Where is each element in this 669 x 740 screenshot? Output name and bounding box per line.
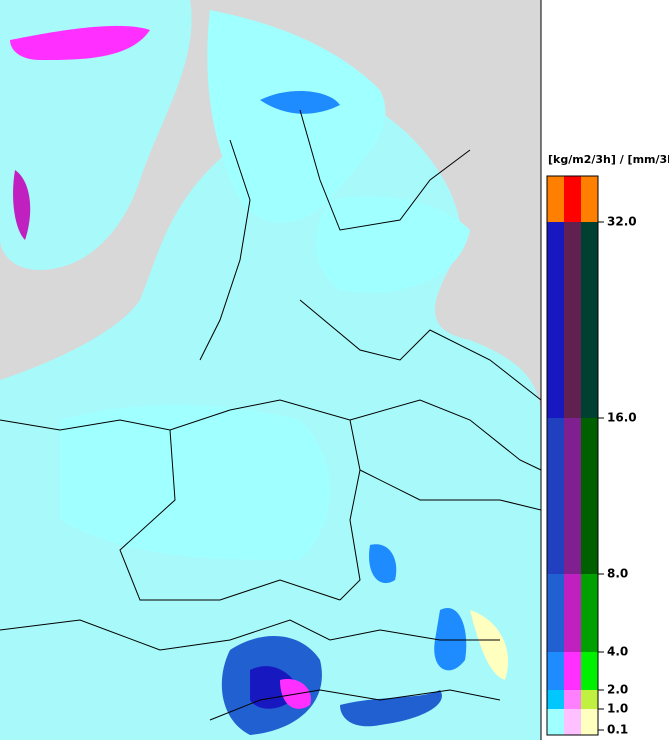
legend-swatch (547, 709, 564, 735)
legend-swatch (547, 652, 564, 690)
legend-tick-label: 0.1 (607, 723, 628, 737)
legend-swatch (547, 222, 564, 418)
legend-tick-label: 32.0 (607, 215, 637, 229)
legend-swatch (564, 176, 581, 222)
legend-swatch (564, 652, 581, 690)
legend-swatch (564, 418, 581, 574)
legend-swatch (547, 418, 564, 574)
legend-swatch (547, 574, 564, 652)
legend-tick-label: 1.0 (607, 702, 628, 716)
legend-swatch (581, 418, 598, 574)
legend-tick-label: 16.0 (607, 411, 637, 425)
legend-swatch (581, 222, 598, 418)
legend-swatch (581, 690, 598, 709)
legend-tick-label: 4.0 (607, 645, 628, 659)
legend-swatch (564, 709, 581, 735)
legend-title: [kg/m2/3h] / [mm/3h] (548, 153, 669, 166)
legend-swatch (564, 690, 581, 709)
legend-swatch (547, 690, 564, 709)
legend-swatch (581, 652, 598, 690)
legend-swatch (581, 709, 598, 735)
map (0, 0, 542, 740)
legend: 0.1 1.0 2.0 4.0 8.0 16.0 32.0 (546, 175, 637, 737)
legend-frame (546, 175, 599, 736)
legend-tick-label: 2.0 (607, 683, 628, 697)
legend-swatch (581, 574, 598, 652)
legend-swatch (547, 176, 564, 222)
legend-swatch (564, 222, 581, 418)
legend-swatch (564, 574, 581, 652)
legend-tick-label: 8.0 (607, 567, 628, 581)
legend-swatch (581, 176, 598, 222)
